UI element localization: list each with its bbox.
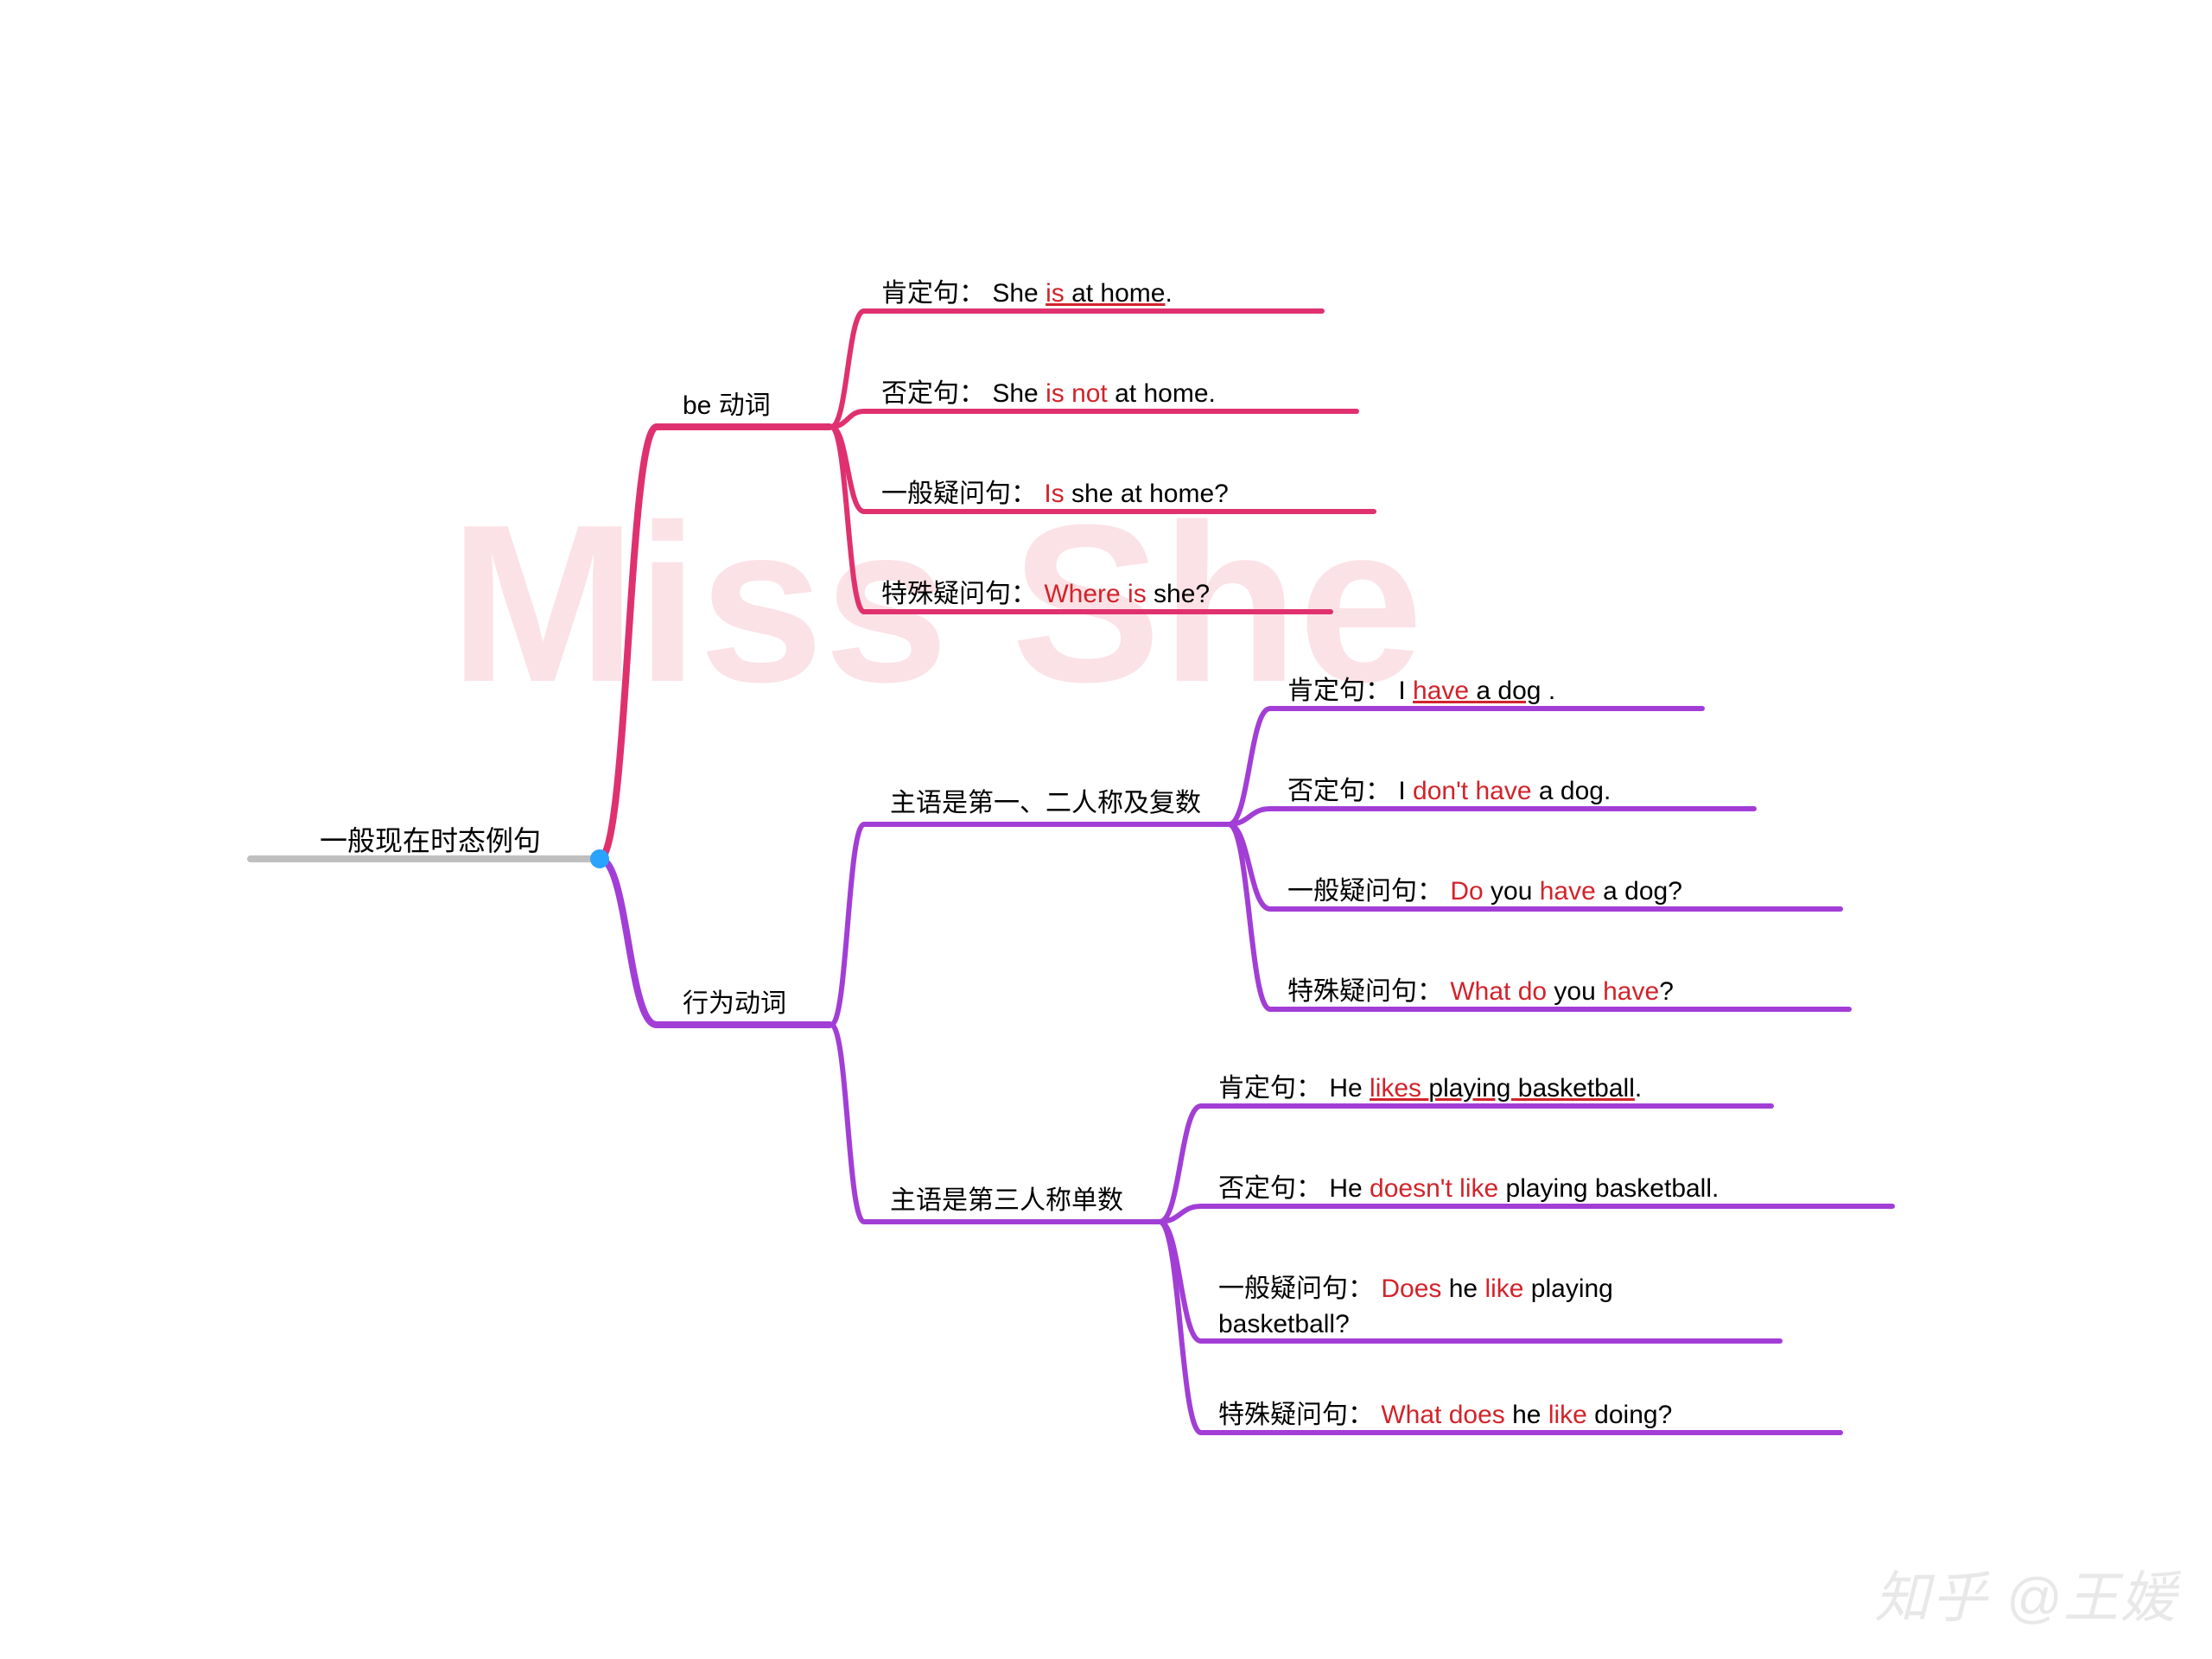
- watermark-zhihu: 知乎 @王媛: [1874, 1554, 2177, 1633]
- leaf: 否定句： He doesn't like playing basketball.: [1218, 1172, 1719, 1207]
- sub-sub3: 主语是第三人称单数: [890, 1184, 1123, 1219]
- branch-be: be 动词: [683, 389, 771, 424]
- leaf: 一般疑问句： Is she at home?: [881, 477, 1229, 512]
- leaf: 肯定句： He likes playing basketball.: [1218, 1071, 1642, 1107]
- branch-action: 行为动词: [683, 987, 786, 1022]
- leaf: 一般疑问句： Does he like playingbasketball?: [1218, 1272, 1780, 1342]
- leaf: 否定句： I don't have a dog.: [1287, 774, 1611, 810]
- sub-sub12: 主语是第一、二人称及复数: [890, 786, 1201, 822]
- leaf: 特殊疑问句： What does he like doing?: [1218, 1398, 1672, 1433]
- root-label: 一般现在时态例句: [320, 823, 541, 860]
- leaf: 特殊疑问句： What do you have?: [1287, 975, 1674, 1010]
- leaf: 一般疑问句： Do you have a dog?: [1287, 874, 1682, 910]
- leaf: 肯定句： I have a dog .: [1287, 674, 1555, 709]
- leaf: 肯定句： She is at home.: [881, 276, 1173, 312]
- root-dot: [590, 849, 609, 868]
- leaf: 否定句： She is not at home.: [881, 377, 1216, 412]
- leaf: 特殊疑问句： Where is she?: [881, 577, 1210, 613]
